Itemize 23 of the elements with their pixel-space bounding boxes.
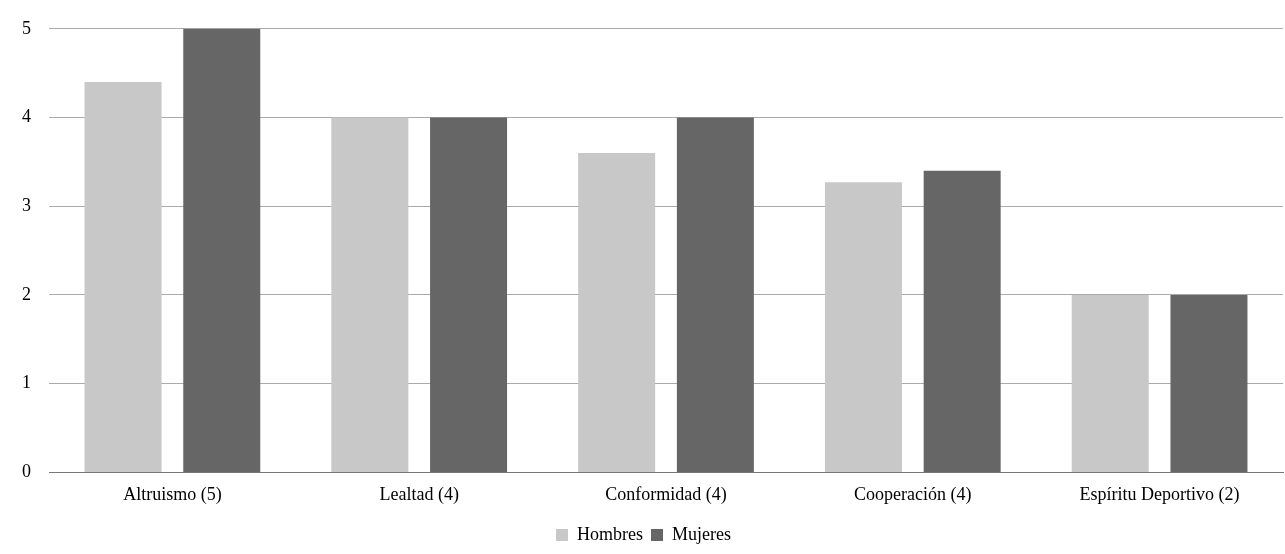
bar xyxy=(1071,294,1149,472)
bar xyxy=(578,153,656,472)
y-tick-label: 5 xyxy=(22,17,31,38)
bar xyxy=(183,28,261,472)
bar xyxy=(676,117,754,472)
y-tick-label: 2 xyxy=(22,283,31,304)
y-tick-label: 4 xyxy=(22,106,31,127)
x-tick-label: Cooperación (4) xyxy=(854,483,972,505)
bar xyxy=(84,82,162,472)
bar xyxy=(923,170,1001,472)
bar xyxy=(331,117,409,472)
legend-label: Hombres xyxy=(577,523,644,544)
x-tick-label: Conformidad (4) xyxy=(605,483,727,505)
bar xyxy=(824,182,902,472)
bar xyxy=(1170,294,1248,472)
x-tick-label: Altruismo (5) xyxy=(123,483,222,505)
y-tick-label: 0 xyxy=(22,461,31,482)
y-tick-label: 1 xyxy=(22,372,31,393)
x-tick-label: Lealtad (4) xyxy=(379,483,459,505)
x-tick-label: Espíritu Deportivo (2) xyxy=(1079,483,1240,505)
bar xyxy=(430,117,508,472)
y-tick-label: 3 xyxy=(22,194,31,215)
legend-label: Mujeres xyxy=(672,523,731,544)
